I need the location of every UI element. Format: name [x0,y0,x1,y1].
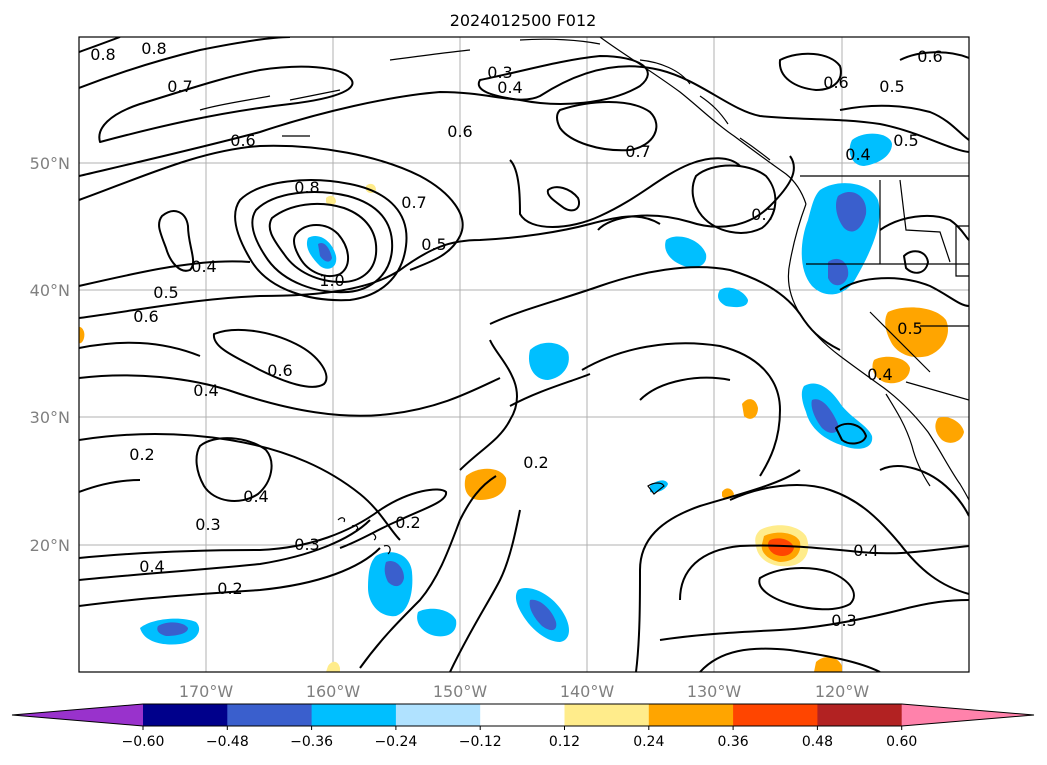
gridlines [79,37,969,672]
contour-label: 0.4 [867,365,892,384]
contour-label: 0.6 [823,73,848,92]
contour-label: 0.2 [129,445,154,464]
contour-label: 0.2 [217,579,242,598]
lat-tick-label: 50°N [30,154,70,173]
colorbar-tick-label: −0.36 [290,734,333,750]
contour-label: 0.4 [853,541,878,560]
contour-label: 0.3 [294,535,319,554]
colorbar-tick-label: 0.24 [633,734,664,750]
contour-label: 0.8 [90,45,115,64]
colorbar-tick-label: 0.60 [886,734,917,750]
colorbar: −0.60 −0.48 −0.36 −0.24 −0.12 0.12 0.24 0.36 0.4… [11,703,1035,750]
lon-tick-label: 160°W [306,682,361,701]
lat-tick-label: 20°N [30,536,70,555]
lat-tick-label: 30°N [30,408,70,427]
colorbar-extend-max [901,704,1034,726]
contour-lines [79,37,969,672]
contour-label: 0.6 [447,122,472,141]
colorbar-segment [311,704,397,726]
colorbar-tick-label: −0.48 [206,734,249,750]
contour-label: 0.6 [133,307,158,326]
colorbar-tick-label: −0.60 [122,734,165,750]
lon-tick-label: 170°W [179,682,234,701]
contour-label: 0.5 [893,131,918,150]
contour-label: 0.8 [294,178,319,197]
map-area: 0.8 0.8 0.7 0.6 0.3 0.4 0.6 0.7 0.6 0.5 … [79,37,969,672]
contour-label: 0.8 [141,39,166,58]
contour-label: 0.2 [395,513,420,532]
contour-label: 0.6 [917,47,942,66]
contour-label: 0.3 [195,515,220,534]
colorbar-tick-label: 0.36 [718,734,749,750]
colorbar-tick-label: −0.12 [459,734,502,750]
contour-label: 0.6 [230,131,255,150]
colorbar-segment [480,704,565,726]
contour-label: 1.0 [319,271,344,290]
colorbar-tick-label: 0.12 [549,734,580,750]
contour-label: 0.7 [625,142,650,161]
colorbar-segment [564,704,650,726]
map-title: 2024012500 F012 [450,11,597,30]
colorbar-segment [648,704,734,726]
contour-label: 0.7 [167,77,192,96]
contour-label: 0.6 [267,361,292,380]
contour-label: 0.3 [831,611,856,630]
contour-label: 0.5 [421,235,446,254]
map-frame [78,36,970,673]
lat-tick-label: 40°N [30,281,70,300]
contour-label: 0.3 [487,63,512,82]
contour-label: 0.4 [497,78,522,97]
contour-label: 0.4 [191,257,216,276]
colorbar-segment [395,704,481,726]
contour-label: 0.4 [243,487,268,506]
contour-label: 0.2 [523,453,548,472]
contour-label: 0.4 [139,557,164,576]
colorbar-tick-label: 0.48 [802,734,833,750]
colorbar-tick-label: −0.24 [374,734,417,750]
coastlines [199,37,969,555]
contour-label: 0.4 [193,381,218,400]
colorbar-segment [227,704,313,726]
longitude-labels: 170°W 160°W 150°W 140°W 130°W 120°W [179,682,870,701]
contour-label: 0.5 [879,77,904,96]
contour-labels: 0.8 0.8 0.7 0.6 0.3 0.4 0.6 0.7 0.6 0.5 … [90,39,942,630]
lon-tick-label: 130°W [687,682,742,701]
contour-label: 0.7 [401,193,426,212]
colorbar-segment [817,704,903,726]
colorbar-segment [733,704,818,726]
shaded-anomalies [79,133,964,672]
colorbar-extend-min [12,704,143,726]
colorbar-segment [143,704,228,726]
contour-label: 0.4 [845,145,870,164]
contour-label: 0.5 [897,319,922,338]
contour-label: 0.7 [751,205,776,224]
contour-label: 0.5 [153,283,178,302]
latitude-labels: 50°N 40°N 30°N 20°N [30,154,70,555]
lon-tick-label: 150°W [433,682,488,701]
lon-tick-label: 120°W [815,682,870,701]
lon-tick-label: 140°W [560,682,615,701]
